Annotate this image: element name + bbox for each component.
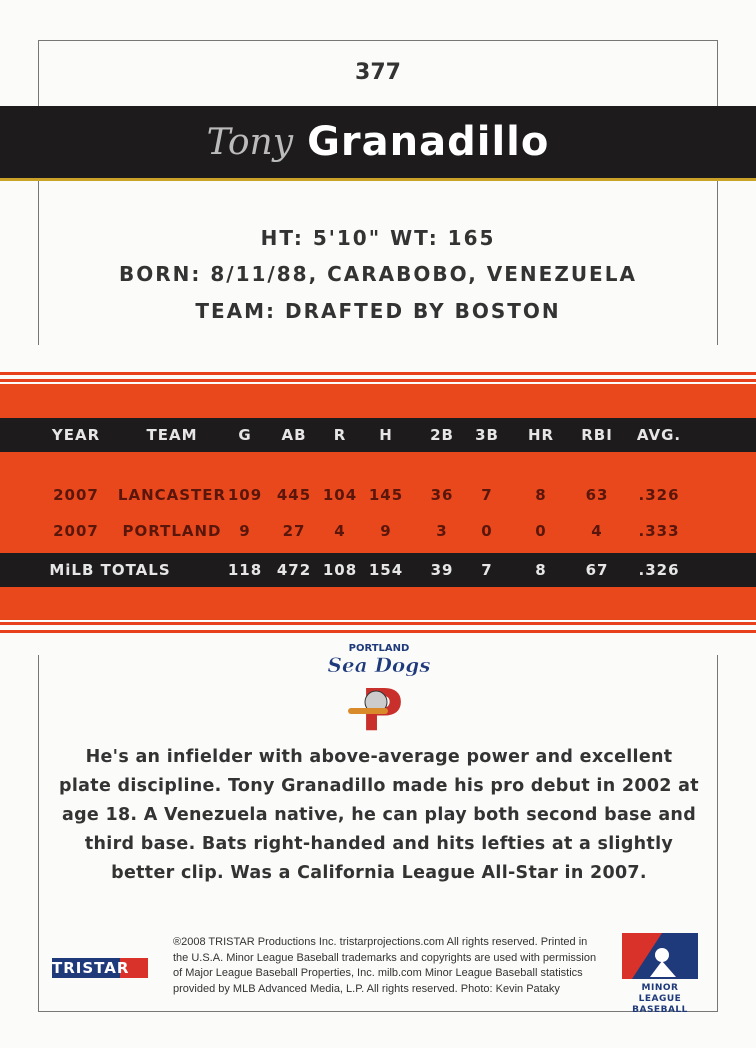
stat-cell: YEAR — [51, 426, 101, 444]
stats-row: 2007 PORTLAND 9 27 4 9 3 0 0 4 .333 — [0, 514, 756, 548]
stat-cell: 8 — [535, 486, 547, 504]
stat-cell: 4 — [334, 522, 346, 540]
stat-cell: 2007 — [53, 486, 99, 504]
stat-cell: 36 — [430, 486, 454, 504]
stat-cell: 67 — [585, 561, 609, 579]
stat-cell: RBI — [581, 426, 613, 444]
stat-cell: HR — [527, 426, 555, 444]
stat-cell: .333 — [638, 522, 680, 540]
stat-cell: 8 — [535, 561, 547, 579]
stat-cell: 145 — [368, 486, 404, 504]
sea-dogs-logo: PORTLAND Sea Dogs P — [327, 643, 431, 736]
stat-cell: .326 — [638, 486, 680, 504]
stat-cell: MiLB TOTALS — [49, 561, 171, 579]
milb-batter-icon — [622, 933, 698, 979]
stat-cell: 63 — [585, 486, 609, 504]
last-name: Granadillo — [307, 119, 550, 165]
stat-cell: G — [238, 426, 252, 444]
stat-cell: PORTLAND — [122, 522, 222, 540]
stat-cell: R — [333, 426, 347, 444]
stats-table: YEAR TEAM G AB R H 2B 3B HR RBI AVG. 2007 LANCASTER 1… — [0, 370, 756, 635]
stat-cell: 39 — [430, 561, 454, 579]
stat-cell: 109 — [227, 486, 263, 504]
stat-cell: 7 — [481, 486, 493, 504]
svg-text:Sea Dogs: Sea Dogs — [327, 653, 430, 677]
stat-cell: 0 — [535, 522, 547, 540]
border-right — [717, 40, 718, 345]
team: TEAM: DRAFTED BY BOSTON — [195, 299, 561, 323]
stat-cell: AVG. — [636, 426, 682, 444]
stat-cell: 118 — [227, 561, 263, 579]
stat-cell: 0 — [481, 522, 493, 540]
stat-cell: LANCASTER — [117, 486, 227, 504]
stat-cell: 2007 — [53, 522, 99, 540]
border-left — [38, 40, 39, 345]
height-weight: HT: 5'10" WT: 165 — [260, 226, 496, 250]
milb-text: MINOR LEAGUE BASEBALL — [632, 983, 688, 1015]
stat-cell: H — [379, 426, 393, 444]
stats-header: YEAR TEAM G AB R H 2B 3B HR RBI AVG. — [0, 418, 756, 452]
stat-cell: 445 — [276, 486, 312, 504]
stat-cell: 154 — [368, 561, 404, 579]
first-name: Tony — [206, 121, 294, 163]
stat-cell: 3 — [436, 522, 448, 540]
born: BORN: 8/11/88, CARABOBO, VENEZUELA — [119, 262, 637, 286]
stat-cell: 9 — [239, 522, 251, 540]
stat-cell: 108 — [322, 561, 358, 579]
stats-totals: MiLB TOTALS 118 472 108 154 39 7 8 67 .326 — [0, 553, 756, 587]
stat-cell: TEAM — [146, 426, 198, 444]
stat-cell: .326 — [638, 561, 680, 579]
stat-cell: 104 — [322, 486, 358, 504]
legal-text: ®2008 TRISTAR Productions Inc. tristarpr… — [173, 936, 597, 995]
stats-row: 2007 LANCASTER 109 445 104 145 36 7 8 63 .326 — [0, 478, 756, 512]
stat-cell: 472 — [276, 561, 312, 579]
player-bio: He's an infielder with above-average pow… — [59, 747, 699, 883]
milb-logo: MINOR LEAGUE BASEBALL — [622, 933, 698, 1016]
name-band: Tony Granadillo — [0, 106, 756, 181]
border-top — [38, 40, 718, 41]
tristar-logo: TRISTAR — [52, 958, 148, 978]
stat-cell: 3B — [475, 426, 499, 444]
stat-cell: 27 — [282, 522, 306, 540]
stat-cell: 7 — [481, 561, 493, 579]
stat-cell: AB — [281, 426, 307, 444]
stat-cell: 2B — [430, 426, 454, 444]
stat-cell: 4 — [591, 522, 603, 540]
player-name: Tony Granadillo — [0, 106, 756, 178]
svg-text:PORTLAND: PORTLAND — [349, 643, 410, 654]
stat-cell: 9 — [380, 522, 392, 540]
card-number: 377 — [355, 60, 401, 85]
